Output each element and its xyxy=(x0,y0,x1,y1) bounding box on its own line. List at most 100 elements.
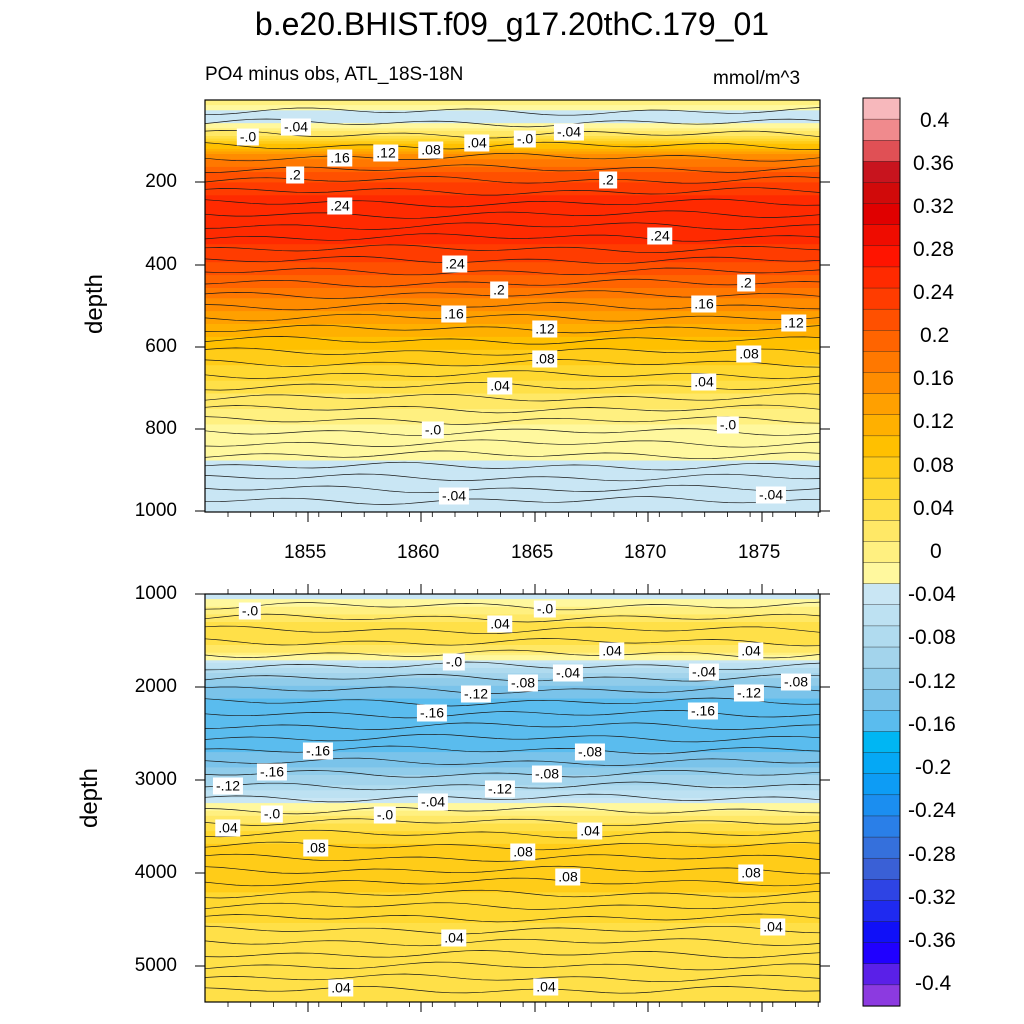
contour-fill-band xyxy=(205,935,820,940)
contour-label: -.04 xyxy=(552,664,584,682)
contour-fill-band xyxy=(205,996,820,1001)
contour-fill-band xyxy=(205,731,820,736)
contour-fill-band xyxy=(205,398,820,403)
colorbar-tick-label: -0.36 xyxy=(908,929,956,952)
contour-line xyxy=(205,496,820,505)
contour-fill-band xyxy=(205,711,820,715)
colorbar-swatch xyxy=(862,330,901,352)
contour-fill-band xyxy=(205,329,820,333)
contour-line xyxy=(205,865,820,875)
contour-fill-band xyxy=(205,233,820,238)
contour-fill-band xyxy=(205,231,820,235)
xtick-label: 1855 xyxy=(284,542,327,563)
axis-ticks xyxy=(195,181,830,1012)
contour-fill-band xyxy=(205,342,820,346)
contour-fill-band xyxy=(205,280,820,284)
contour-fill-band xyxy=(205,403,820,408)
colorbar-swatch xyxy=(862,456,901,479)
contour-fill-band xyxy=(205,639,820,644)
contour-label: -.04 xyxy=(280,118,312,136)
contour-fill-band xyxy=(205,999,820,1002)
colorbar-swatch xyxy=(862,583,901,606)
contour-fill-band xyxy=(205,606,820,611)
contour-line xyxy=(205,278,820,288)
contour-fill-band xyxy=(205,393,820,397)
contour-fill-band xyxy=(205,269,820,274)
ytick-label: 400 xyxy=(145,254,177,275)
contour-line xyxy=(205,625,820,635)
colorbar-swatch xyxy=(862,562,901,585)
contour-label: -.08 xyxy=(507,674,539,692)
colorbar-swatch xyxy=(862,266,901,289)
contour-fill-band xyxy=(205,354,820,359)
contour-fill-band xyxy=(205,808,820,812)
contour-fill-band xyxy=(205,945,820,950)
contour-fill-band xyxy=(205,747,820,751)
contour-fill-band xyxy=(205,463,820,467)
contour-line xyxy=(205,638,820,647)
colorbar-tick-label: 0.2 xyxy=(920,324,950,347)
contour-fill-band xyxy=(205,203,820,207)
contour-line xyxy=(205,233,820,242)
contour-label: .04 xyxy=(738,642,764,660)
colorbar-swatch xyxy=(862,372,901,395)
colorbar-swatch xyxy=(862,625,901,648)
contour-fill-band xyxy=(205,650,820,654)
colorbar-swatch xyxy=(862,182,901,205)
contour-label: .04 xyxy=(599,642,625,660)
contour-fill-band xyxy=(205,205,820,209)
contour-fill-band xyxy=(205,889,820,894)
contour-fill-band xyxy=(205,966,820,970)
contour-fill-band xyxy=(205,221,820,225)
contour-fill-band xyxy=(205,179,820,184)
colorbar-tick-label: 0.04 xyxy=(913,497,954,520)
colorbar-tick-label: 0.12 xyxy=(913,410,954,433)
contour-fill-band xyxy=(205,208,820,212)
contour-fill-band xyxy=(205,706,820,710)
contour-label: -.04 xyxy=(553,123,585,141)
contour-fill-band xyxy=(205,493,820,498)
contour-fill-band xyxy=(205,670,820,674)
contour-fill-band xyxy=(205,483,820,488)
contour-fill-band xyxy=(205,264,820,269)
colorbar-swatch xyxy=(862,393,901,416)
contour-fill-band xyxy=(205,660,820,664)
contour-fill-band xyxy=(205,182,820,186)
ytick-label: 4000 xyxy=(134,862,177,883)
colorbar-tick-label: -0.12 xyxy=(908,670,956,693)
contour-label: .08 xyxy=(736,345,762,363)
colorbar-swatch xyxy=(862,646,901,669)
contour-fill-band xyxy=(205,115,820,119)
contour-fill-band xyxy=(205,277,820,282)
contour-fill-band xyxy=(205,973,820,978)
colorbar-frame xyxy=(862,97,901,1007)
contour-label: -.0 xyxy=(238,602,262,620)
contour-line xyxy=(205,601,820,611)
contour-label: -.04 xyxy=(688,663,720,681)
contour-label: -.08 xyxy=(531,765,563,783)
contour-fill-band xyxy=(205,460,820,464)
contour-fill-band xyxy=(205,739,820,743)
contour-fill-band xyxy=(205,447,820,451)
contour-fill-band xyxy=(205,693,820,697)
contour-fill-band xyxy=(205,912,820,917)
contour-label: -.08 xyxy=(780,673,812,691)
contour-line xyxy=(205,450,820,460)
contour-fill-band xyxy=(205,473,820,477)
contour-fill-band xyxy=(205,123,820,127)
contour-fill-band xyxy=(205,321,820,325)
contour-fill-band xyxy=(205,308,820,312)
colorbar-swatch xyxy=(862,879,901,902)
contour-fill-band xyxy=(205,267,820,271)
contour-fill-band xyxy=(205,331,820,336)
contour-fill-band xyxy=(205,667,820,672)
contour-fill-band xyxy=(205,262,820,266)
contour-fill-band xyxy=(205,290,820,294)
contour-fill-band xyxy=(205,197,820,202)
colorbar-swatch xyxy=(862,710,901,733)
colorbar-swatch xyxy=(862,689,901,711)
contour-fill-band xyxy=(205,805,820,809)
contour-label: .16 xyxy=(441,305,467,323)
contour-line xyxy=(205,985,820,994)
contour-label: .04 xyxy=(441,929,467,947)
